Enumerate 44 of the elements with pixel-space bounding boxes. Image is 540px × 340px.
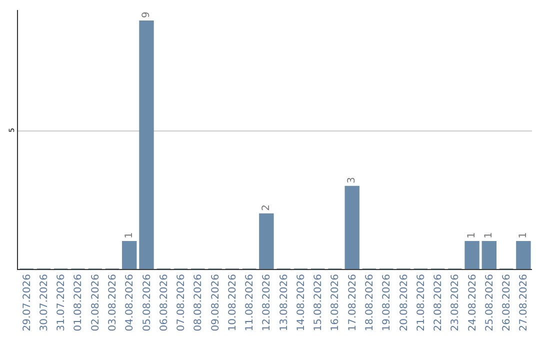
x-tick-label: 06.08.2026 xyxy=(158,274,170,332)
data-label: 2 xyxy=(260,204,272,211)
data-label: 3 xyxy=(346,176,358,184)
x-tick-label: 23.08.2026 xyxy=(450,274,462,332)
data-label: 1 xyxy=(466,232,478,238)
x-tick-label: 12.08.2026 xyxy=(262,274,273,332)
data-label: 1 xyxy=(484,232,495,238)
x-tick-label: 14.08.2026 xyxy=(296,274,307,332)
x-tick-label: 10.08.2026 xyxy=(227,274,238,332)
x-tick-label: 05.08.2026 xyxy=(142,274,153,332)
x-tick-label: 29.07.2026 xyxy=(22,274,33,332)
bar xyxy=(122,240,137,269)
x-tick-label: 01.08.2026 xyxy=(73,274,84,332)
x-tick-label: 03.08.2026 xyxy=(107,274,118,332)
x-tick-label: 07.08.2026 xyxy=(176,274,188,332)
x-tick-label: 26.08.2026 xyxy=(502,274,513,332)
x-tick-label: 17.08.2026 xyxy=(347,274,358,332)
x-tick-label: 09.08.2026 xyxy=(210,274,222,332)
x-tick-label: 24.08.2026 xyxy=(467,274,478,332)
x-tick-label: 15.08.2026 xyxy=(313,274,324,332)
data-label: 9 xyxy=(141,12,152,18)
bar xyxy=(482,240,497,269)
bar xyxy=(259,213,274,269)
x-tick-label: 02.08.2026 xyxy=(90,274,102,332)
x-tick-label: 18.08.2026 xyxy=(364,274,376,332)
data-label: 1 xyxy=(124,232,135,238)
x-tick-label: 13.08.2026 xyxy=(278,274,290,332)
x-tick-label: 20.08.2026 xyxy=(398,274,410,332)
x-tick-label: 22.08.2026 xyxy=(433,274,444,332)
x-tick-label: 21.08.2026 xyxy=(416,274,427,332)
bar xyxy=(516,240,531,269)
bar xyxy=(139,20,154,269)
x-tick-label: 31.07.2026 xyxy=(56,274,68,332)
x-tick-label: 27.08.2026 xyxy=(518,274,530,332)
x-tick-label: 11.08.2026 xyxy=(244,274,256,332)
bar xyxy=(344,186,360,269)
x-tick-label: 04.08.2026 xyxy=(124,274,136,332)
x-tick-label: 16.08.2026 xyxy=(330,274,342,332)
x-tick-label: 25.08.2026 xyxy=(484,274,496,332)
bar xyxy=(464,240,480,269)
data-label: 1 xyxy=(518,232,529,238)
x-tick-label: 08.08.2026 xyxy=(193,274,204,332)
x-tick-label: 19.08.2026 xyxy=(382,274,393,332)
x-tick-label: 30.07.2026 xyxy=(38,274,50,332)
